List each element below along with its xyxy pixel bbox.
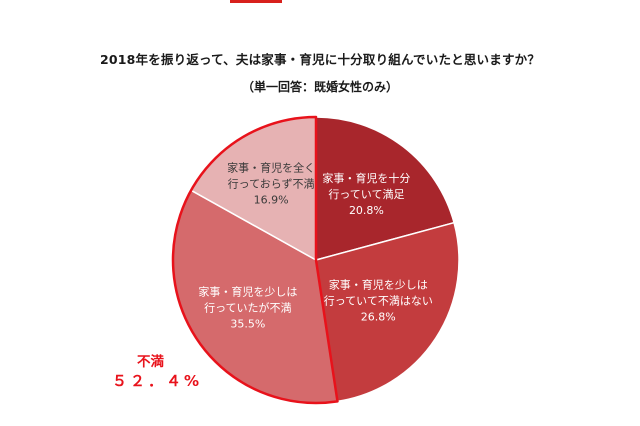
slice-3-label: 家事・育児を少しは (198, 284, 297, 298)
dissatisfied-label: 不満 (137, 354, 164, 370)
pie-slice-2 (315, 221, 460, 403)
slice-3-percent: 35.5% (230, 317, 265, 330)
slice-2-label: 行っていて不満はない (324, 295, 433, 308)
slice-1-label: 行っていて満足 (328, 188, 404, 201)
slice-2-label: 家事・育児を少しは (329, 278, 428, 292)
slice-4-label: 行っておらず不満 (228, 178, 315, 191)
chart-subtitle: （単一回答：既婚女性のみ） (241, 80, 398, 94)
top-accent-bar (230, 0, 282, 3)
slice-4-label: 家事・育児を全く (227, 161, 315, 175)
chart-title: 2018年を振り返って、夫は家事・育児に十分取り組んでいたと思いますか？ (99, 52, 541, 67)
slice-3-label: 行っていたが不満 (204, 300, 291, 314)
slice-2-percent: 26.8% (361, 311, 396, 324)
dissatisfied-total: ５２．４% (112, 372, 203, 390)
slice-1-percent: 20.8% (349, 204, 384, 217)
slice-1-label: 家事・育児を十分 (322, 171, 410, 185)
dissatisfied-outline (171, 115, 339, 405)
pie-slice-1 (315, 116, 455, 261)
slice-4-percent: 16.9% (254, 194, 289, 207)
